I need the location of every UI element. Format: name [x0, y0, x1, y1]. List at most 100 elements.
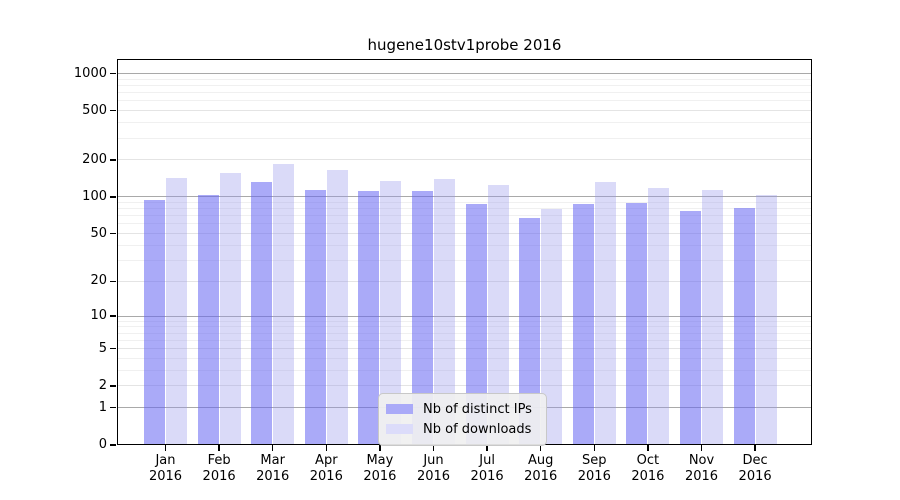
- minor-gridline: [117, 244, 812, 246]
- minor-gridline: [117, 369, 812, 371]
- x-tick-year: 2016: [256, 469, 290, 484]
- x-tick-month: Sep: [582, 453, 607, 468]
- legend-label-distinct-ips: Nb of distinct IPs: [423, 401, 532, 417]
- x-tick-label: Oct 2016: [621, 453, 675, 485]
- x-tick-year: 2016: [363, 469, 397, 484]
- y-tick-label: 1: [98, 399, 107, 415]
- x-tick-label: Nov 2016: [675, 453, 729, 485]
- y-tick-mark: [110, 159, 116, 161]
- y-tick-label: 200: [82, 151, 107, 167]
- bar-distinct-ips-aug: [519, 218, 541, 445]
- gridline: [117, 385, 812, 387]
- x-tick-month: Feb: [207, 453, 231, 468]
- minor-gridline: [117, 208, 812, 210]
- x-tick-mark: [647, 445, 649, 451]
- gridline: [117, 315, 812, 317]
- x-tick-year: 2016: [148, 469, 183, 484]
- gridline: [117, 73, 812, 75]
- bar-distinct-ips-feb: [197, 194, 219, 445]
- bar-distinct-ips-sep: [572, 204, 594, 445]
- x-tick-year: 2016: [309, 469, 343, 484]
- bar-distinct-ips-nov: [680, 210, 701, 445]
- y-tick-label: 100: [82, 188, 107, 204]
- x-tick-label: Apr 2016: [299, 453, 353, 485]
- x-tick-month: May: [366, 453, 394, 468]
- gridline: [117, 348, 812, 350]
- bar-distinct-ips-may: [358, 190, 380, 445]
- bar-distinct-ips-jul: [465, 203, 487, 445]
- y-tick-mark: [110, 315, 116, 317]
- x-tick-label: May 2016: [353, 453, 407, 485]
- minor-gridline: [117, 215, 812, 217]
- y-tick-label: 20: [90, 273, 107, 289]
- y-tick-label: 5: [98, 340, 107, 356]
- y-tick-label: 2: [98, 377, 107, 393]
- x-tick-mark: [540, 445, 542, 451]
- minor-gridline: [117, 357, 812, 359]
- x-tick-mark: [432, 445, 435, 451]
- bar-distinct-ips-mar: [251, 182, 273, 445]
- x-tick-label: Jun 2016: [407, 453, 461, 485]
- x-tick-mark: [700, 445, 703, 451]
- y-tick-label: 1000: [73, 65, 107, 81]
- y-tick-mark: [110, 385, 116, 387]
- legend-item-distinct-ips: Nb of distinct IPs: [386, 399, 538, 419]
- minor-gridline: [117, 78, 812, 80]
- minor-gridline: [117, 85, 812, 87]
- x-tick-mark: [379, 445, 381, 451]
- x-tick-label: Feb 2016: [192, 453, 246, 485]
- y-tick-mark: [110, 280, 116, 282]
- bar-downloads-may: [380, 180, 402, 445]
- bar-downloads-jan: [166, 178, 187, 445]
- bar-downloads-oct: [648, 188, 670, 445]
- legend-swatch-downloads: [386, 424, 413, 434]
- x-tick-mark: [164, 445, 167, 451]
- x-tick-month: Jul: [479, 453, 495, 468]
- x-tick-month: Mar: [260, 453, 285, 468]
- gridline: [117, 110, 812, 112]
- legend-item-downloads: Nb of downloads: [386, 419, 538, 439]
- x-tick-label: Jul 2016: [460, 453, 514, 485]
- y-tick-label: 500: [82, 102, 107, 118]
- y-tick-label: 10: [90, 308, 107, 324]
- minor-gridline: [117, 259, 812, 261]
- y-tick-mark: [110, 110, 116, 112]
- y-tick-mark: [110, 444, 116, 446]
- bar-downloads-sep: [594, 182, 616, 445]
- x-tick-label: Jan 2016: [139, 453, 193, 485]
- bar-downloads-nov: [702, 190, 723, 445]
- x-tick-year: 2016: [524, 469, 558, 484]
- legend: Nb of distinct IPs Nb of downloads: [378, 393, 547, 446]
- bar-distinct-ips-apr: [304, 189, 326, 445]
- chart-title: hugene10stv1probe 2016: [367, 36, 562, 54]
- minor-gridline: [117, 332, 812, 334]
- x-tick-label: Dec 2016: [728, 453, 782, 485]
- x-tick-mark: [272, 445, 274, 451]
- bar-downloads-jul: [487, 184, 509, 445]
- x-tick-month: Jun: [423, 453, 444, 468]
- gridline: [117, 196, 812, 198]
- x-tick-month: Nov: [688, 453, 715, 468]
- bar-distinct-ips-jan: [144, 199, 165, 445]
- y-tick-label: 0: [98, 437, 107, 452]
- bar-downloads-jun: [434, 178, 455, 445]
- legend-label-downloads: Nb of downloads: [423, 421, 532, 437]
- x-tick-label: Mar 2016: [246, 453, 300, 485]
- bar-downloads-apr: [326, 170, 348, 445]
- bar-distinct-ips-dec: [733, 208, 755, 445]
- minor-gridline: [117, 92, 812, 94]
- x-tick-mark: [593, 445, 595, 451]
- legend-swatch-distinct-ips: [386, 404, 413, 414]
- x-tick-year: 2016: [684, 469, 719, 484]
- gridline: [117, 159, 812, 161]
- x-tick-month: Apr: [315, 453, 338, 468]
- x-tick-year: 2016: [738, 469, 772, 484]
- x-tick-year: 2016: [202, 469, 236, 484]
- gridline: [117, 233, 812, 235]
- y-tick-mark: [110, 232, 116, 235]
- x-tick-label: Sep 2016: [567, 453, 621, 485]
- minor-gridline: [117, 137, 812, 139]
- minor-gridline: [117, 326, 812, 328]
- x-tick-mark: [486, 445, 488, 451]
